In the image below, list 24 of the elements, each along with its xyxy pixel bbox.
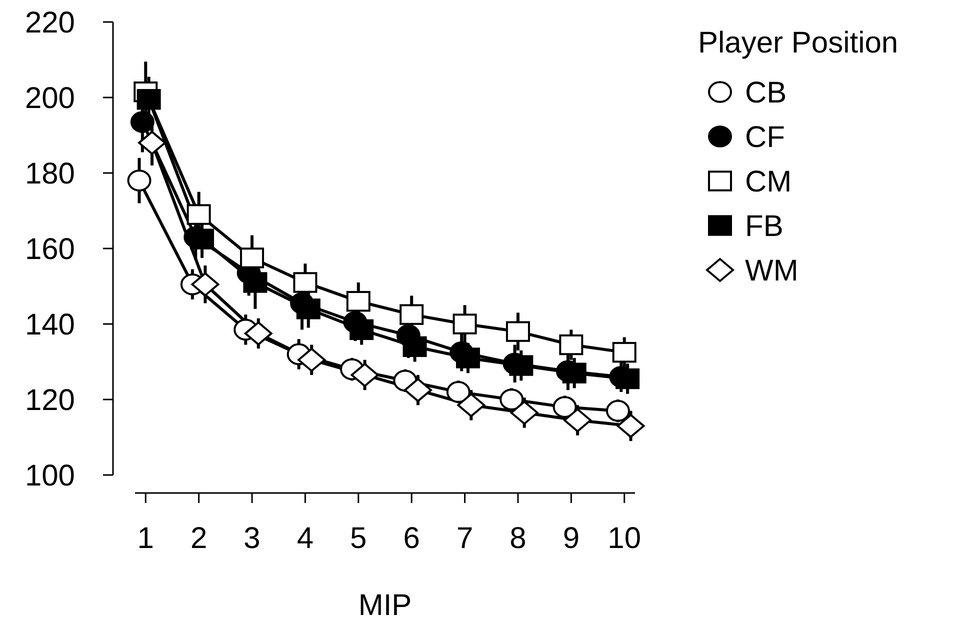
- y-tick-label: 200: [24, 82, 75, 115]
- x-tick-label: 2: [190, 522, 208, 555]
- legend-label: CF: [745, 121, 785, 154]
- y-tick-label: 220: [24, 6, 75, 40]
- legend-label: FB: [745, 210, 784, 243]
- y-tick-label: 100: [24, 460, 75, 492]
- x-tick-label: 3: [244, 522, 260, 555]
- legend-label: CM: [745, 166, 792, 198]
- x-tick-label: 10: [608, 522, 642, 555]
- x-tick-label: 8: [510, 522, 526, 555]
- x-tick-label: 1: [137, 522, 154, 555]
- legend-label: CB: [745, 76, 787, 110]
- y-tick-label: 160: [24, 233, 75, 266]
- x-tick-label: 9: [562, 522, 580, 555]
- x-axis-title: MIP: [358, 589, 412, 622]
- y-tick-label: 120: [24, 384, 75, 417]
- y-tick-label: 140: [24, 308, 75, 342]
- legend-title: Player Position: [698, 26, 898, 60]
- legend-label: WM: [745, 254, 798, 288]
- x-tick-label: 6: [403, 522, 420, 555]
- y-tick-label: 180: [24, 158, 75, 190]
- x-tick-label: 5: [350, 522, 367, 555]
- x-tick-label: 4: [296, 522, 314, 555]
- x-tick-label: 7: [456, 522, 474, 555]
